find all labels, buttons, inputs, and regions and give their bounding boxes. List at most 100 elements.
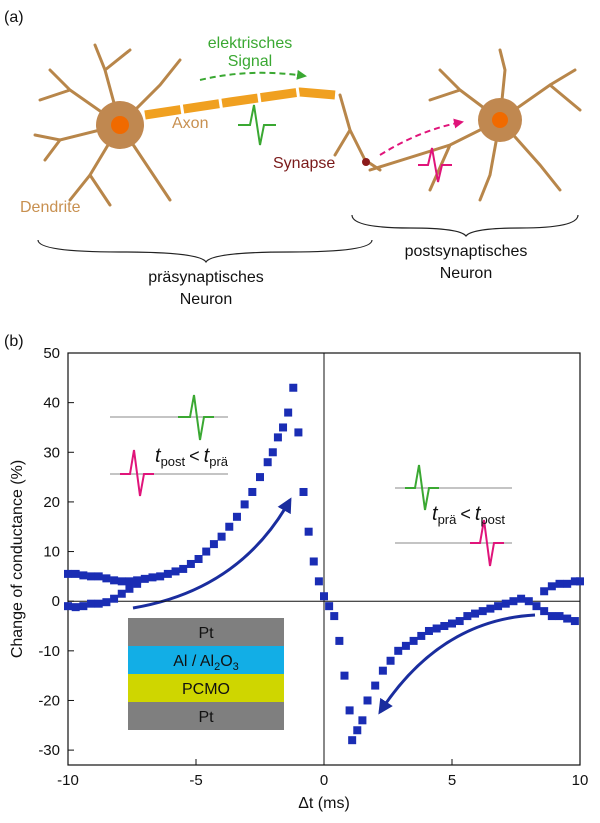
point: [232, 512, 241, 521]
point: [386, 656, 395, 665]
point: [102, 574, 111, 583]
point: [371, 681, 380, 690]
point: [133, 579, 142, 588]
point: [256, 473, 264, 482]
point: [125, 584, 134, 593]
annotation-t: t: [475, 503, 482, 525]
y-tick-label: 20: [43, 494, 60, 511]
x-tick-label: 5: [448, 772, 456, 789]
point: [279, 423, 288, 432]
point: [314, 577, 323, 586]
point: [64, 602, 72, 611]
point: [125, 577, 134, 586]
synapse-arrow: [379, 118, 464, 156]
point: [547, 612, 556, 621]
x-tick-label: 0: [320, 772, 328, 789]
point: [263, 458, 272, 467]
signal-arrow: [199, 69, 307, 81]
point: [87, 599, 96, 608]
point: [486, 604, 495, 613]
annotation: tpost < tprä: [155, 445, 229, 469]
point: [494, 602, 503, 611]
y-tick-label: 30: [43, 444, 60, 461]
point: [240, 500, 249, 509]
point: [117, 577, 126, 586]
brace: [351, 214, 579, 237]
layer-label: PCMO: [182, 681, 230, 698]
point: [401, 641, 410, 650]
point: [71, 569, 80, 578]
annotation-t: t: [204, 445, 211, 467]
point: [378, 666, 387, 675]
panel-label: (a): [4, 9, 24, 26]
point: [394, 646, 403, 655]
point: [570, 617, 579, 626]
label: Signal: [228, 53, 272, 70]
point: [501, 599, 510, 608]
label: präsynaptisches: [148, 269, 264, 286]
label: postsynaptisches: [405, 243, 528, 260]
point: [570, 577, 579, 586]
annotation-t: t: [155, 445, 162, 467]
y-tick-label: -10: [38, 643, 60, 660]
point: [284, 408, 293, 417]
insets: [110, 394, 536, 715]
layer-text: Al / Al: [173, 653, 214, 670]
axon: [144, 87, 336, 120]
annotation-t: t: [432, 503, 439, 525]
label: Dendrite: [20, 199, 81, 216]
y-tick-label: 0: [52, 593, 60, 610]
layer-label: Pt: [198, 625, 214, 642]
point: [417, 631, 426, 640]
point: [87, 572, 96, 581]
layer-sub: 2: [214, 661, 220, 673]
point: [94, 572, 103, 581]
point: [79, 602, 88, 611]
point: [71, 603, 80, 612]
layer-label: Pt: [198, 709, 214, 726]
point: [471, 609, 480, 618]
point: [345, 706, 354, 715]
x-tick-label: -5: [189, 772, 202, 789]
layer-sub: 3: [233, 661, 239, 673]
annotation-sub: post: [480, 512, 505, 527]
point: [563, 614, 572, 623]
point: [273, 433, 282, 442]
label: Neuron: [440, 265, 492, 282]
y-tick-label: 40: [43, 395, 60, 412]
point: [478, 607, 487, 616]
point: [563, 579, 572, 588]
point: [358, 716, 367, 725]
point: [555, 612, 564, 621]
point: [540, 607, 549, 616]
y-tick-label: 50: [43, 345, 60, 362]
annotation-sub: prä: [438, 512, 458, 527]
x-tick-label: -10: [57, 772, 79, 789]
point: [110, 576, 119, 585]
point: [440, 622, 449, 631]
annotation-sub: prä: [209, 454, 229, 469]
point: [524, 597, 533, 606]
point: [299, 487, 308, 496]
point: [576, 577, 584, 586]
point: [363, 696, 372, 705]
point: [64, 569, 72, 578]
point: [555, 579, 564, 588]
y-tick-label: -30: [38, 742, 60, 759]
point: [532, 602, 541, 611]
point: [248, 487, 257, 496]
y-tick-label: 10: [43, 544, 60, 561]
neuron-right: [368, 48, 582, 202]
x-tick-label: 10: [572, 772, 589, 789]
panel-label: (b): [4, 333, 24, 350]
point: [353, 726, 362, 735]
point: [448, 619, 456, 628]
point: [517, 594, 526, 603]
point: [409, 636, 418, 645]
point: [289, 383, 298, 392]
layer-label: Al / Al2O3: [173, 653, 239, 673]
point: [309, 557, 318, 566]
layer-text: O: [220, 653, 232, 670]
point: [179, 564, 188, 573]
